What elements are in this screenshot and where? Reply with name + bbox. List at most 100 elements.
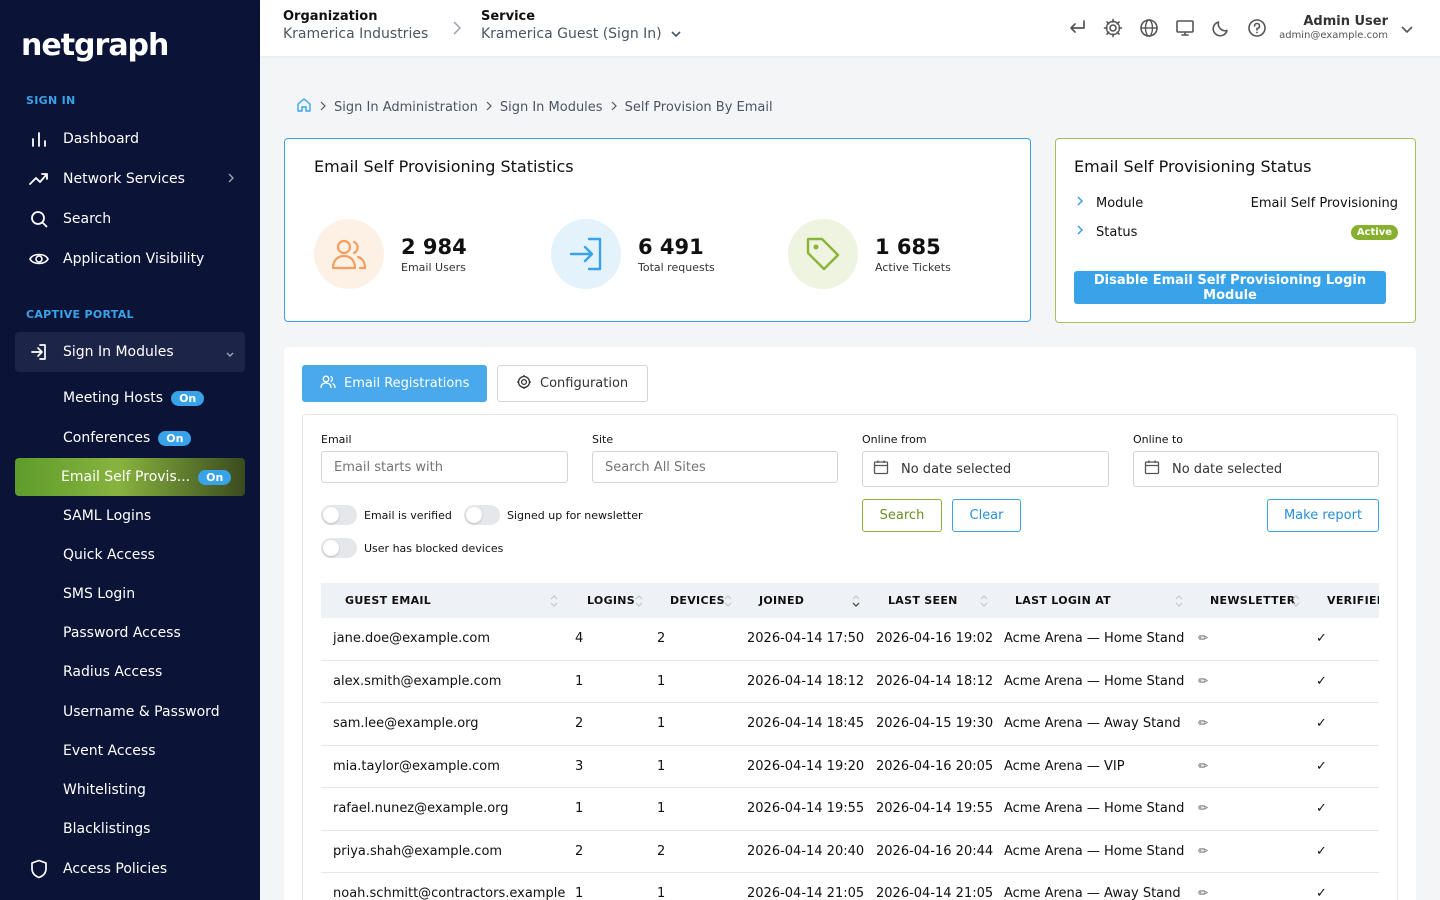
table-row[interactable]: priya.shah@example.com 2 2 2026-04-14 20:40… [321,831,1379,873]
column-header-newsletter[interactable]: NEWSLETTER [1210,594,1296,607]
toggle-switch[interactable] [321,505,357,525]
column-header-guest-email[interactable]: GUEST EMAIL [345,594,432,607]
service-label: Service [481,9,536,24]
site-filter-input[interactable] [592,451,838,483]
top-bar: Organization Kramerica Industries Servic… [260,0,1440,56]
filter-container: Email Site Online from No date selected … [302,414,1398,900]
return-icon[interactable] [1065,16,1089,40]
disable-module-button[interactable]: Disable Email Self Provisioning Login Mo… [1074,271,1386,304]
toggle-email-verified[interactable]: Email is verified [321,505,452,525]
sidebar-sub-username-password[interactable]: Username & Password [63,704,220,720]
tab-email-registrations[interactable]: Email Registrations [302,365,487,402]
cell-last-seen: 2026-04-16 19:02 [876,631,994,646]
table-row[interactable]: mia.taylor@example.com 3 1 2026-04-14 19:20… [321,746,1379,788]
table-row[interactable]: jane.doe@example.com 4 2 2026-04-14 17:50 20… [321,618,1379,661]
organization-selector[interactable]: Organization Kramerica Industries [283,9,428,42]
sidebar-item-application-visibility[interactable]: Application Visibility [15,239,245,279]
search-button[interactable]: Search [862,499,942,532]
sidebar-item-network-services[interactable]: Network Services [15,159,245,199]
sidebar-sub-blacklistings[interactable]: Blacklistings [63,821,151,837]
date-value: No date selected [901,461,1012,477]
breadcrumb-item[interactable]: Sign In Administration [334,99,478,115]
sidebar-sub-meeting-hosts[interactable]: Meeting Hosts On [15,379,245,417]
stats-title: Email Self Provisioning Statistics [314,157,574,176]
sort-icon[interactable] [724,593,732,612]
sort-icon[interactable] [1292,593,1300,612]
stat-email-users: 2 984 Email Users [314,219,467,289]
cell-newsletter: ✏ [1198,673,1209,688]
breadcrumb-item[interactable]: Sign In Modules [499,99,603,115]
cell-logins: 1 [575,801,584,816]
column-header-last-seen[interactable]: LAST SEEN [888,594,958,607]
cell-newsletter: ✏ [1198,631,1209,645]
toggle-switch[interactable] [464,505,500,525]
netgraph-logo[interactable]: netgraph [21,28,169,63]
chevron-down-icon[interactable] [1400,20,1414,39]
sidebar-sub-password-access[interactable]: Password Access [63,625,181,641]
sidebar-sub-radius-access[interactable]: Radius Access [63,664,163,680]
help-icon[interactable] [1245,16,1269,40]
organization-value: Kramerica Industries [283,26,429,42]
sort-icon[interactable] [1175,593,1183,612]
clear-button[interactable]: Clear [952,499,1021,532]
sidebar-sub-conferences[interactable]: Conferences On [15,419,245,457]
monitor-icon[interactable] [1173,16,1197,40]
sidebar-sub-email-self-provisioning[interactable]: Email Self Provis... On [15,458,245,496]
sidebar-sub-event-access[interactable]: Event Access [63,743,156,759]
sort-icon[interactable] [550,593,558,612]
online-to-picker[interactable]: No date selected [1133,451,1379,487]
table-row[interactable]: alex.smith@example.com 1 1 2026-04-14 18:12… [321,661,1379,703]
stat-value: 2 984 [401,234,467,259]
gear-icon [516,374,532,394]
column-header-devices[interactable]: DEVICES [670,594,725,607]
column-header-joined[interactable]: JOINED [759,594,805,607]
table-row[interactable]: noah.schmitt@contractors.example 1 1 2026-0… [321,873,1379,900]
sidebar-sub-quick-access[interactable]: Quick Access [63,547,155,563]
sidebar-sub-sms-login[interactable]: SMS Login [63,586,136,602]
sidebar-sub-whitelisting[interactable]: Whitelisting [63,782,146,798]
toggle-label: User has blocked devices [364,541,504,555]
sidebar-item-sign-in-modules[interactable]: Sign In Modules [15,332,245,372]
column-header-last-login-at[interactable]: LAST LOGIN AT [1015,594,1111,607]
status-badge: On [171,390,205,406]
make-report-button[interactable]: Make report [1267,499,1379,532]
toggle-newsletter[interactable]: Signed up for newsletter [464,505,643,525]
column-header-logins[interactable]: LOGINS [587,594,636,607]
online-from-picker[interactable]: No date selected [862,451,1109,487]
cell-joined: 2026-04-14 21:05 [747,886,865,900]
home-icon[interactable] [296,97,312,117]
sort-icon[interactable] [980,593,988,612]
table-row[interactable]: sam.lee@example.org 2 1 2026-04-14 18:45 202… [321,703,1379,746]
table-header: GUEST EMAIL LOGINS DEVICES JOINED LAST S… [321,583,1379,618]
stat-label: Email Users [401,260,466,274]
sort-desc-icon[interactable] [852,593,860,612]
status-row-status[interactable]: Status Active [1076,224,1398,240]
sidebar-item-access-policies[interactable]: Access Policies [15,849,245,889]
user-menu[interactable]: Admin User admin@example.com [1279,14,1388,41]
cell-logins: 1 [575,886,584,900]
chevron-right-icon [452,20,462,40]
header-icon-bar [1065,16,1269,40]
sidebar-item-dashboard[interactable]: Dashboard [15,119,245,159]
sort-icon[interactable] [635,593,643,612]
calendar-icon [1144,459,1160,479]
moon-icon[interactable] [1209,16,1233,40]
table-row[interactable]: rafael.nunez@example.org 1 1 2026-04-14 19:… [321,788,1379,831]
column-header-verified[interactable]: VERIFIED [1327,594,1379,607]
sidebar-item-search[interactable]: Search [15,199,245,239]
globe-icon[interactable] [1137,16,1161,40]
status-row-module[interactable]: Module Email Self Provisioning [1076,195,1398,211]
cell-logins: 4 [575,631,584,646]
stat-value: 6 491 [638,234,704,259]
email-filter-input[interactable] [321,451,568,483]
sidebar-sub-saml-logins[interactable]: SAML Logins [63,508,152,524]
toggle-blocked-devices[interactable]: User has blocked devices [321,538,503,558]
sidebar-sub-label: Conferences [63,430,151,446]
tab-configuration[interactable]: Configuration [497,365,648,402]
sidebar-item-label: Sign In Modules [63,344,174,360]
gear-icon[interactable] [1101,16,1125,40]
registrations-table: GUEST EMAIL LOGINS DEVICES JOINED LAST S… [321,583,1379,900]
toggle-switch[interactable] [321,538,357,558]
stat-total-requests: 6 491 Total requests [551,219,715,289]
service-selector[interactable]: Service Kramerica Guest (Sign In) [481,9,682,42]
